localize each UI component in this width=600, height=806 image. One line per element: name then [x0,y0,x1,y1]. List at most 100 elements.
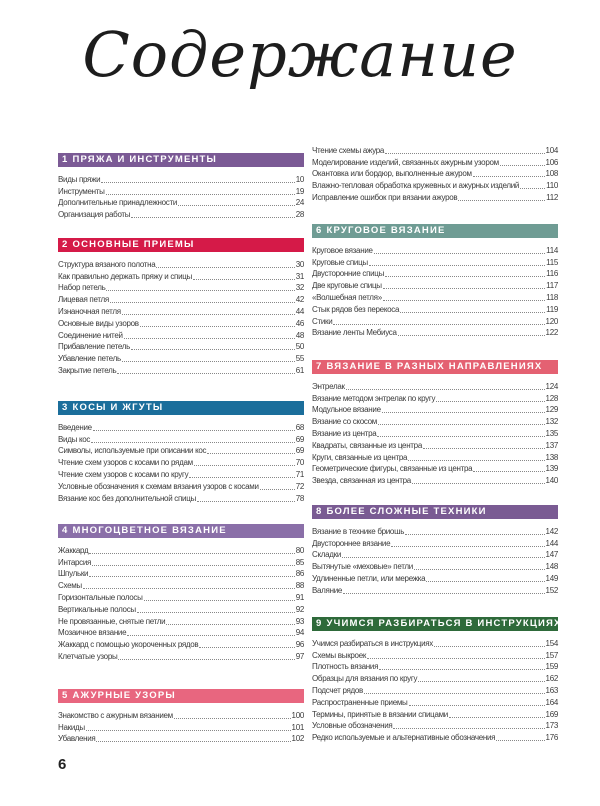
toc-entry[interactable]: Вязание методом энтрелак по кругу 128 [312,392,558,404]
section-header[interactable]: 6 КРУГОВОЕ ВЯЗАНИЕ [312,224,558,238]
toc-entry[interactable]: Исправление ошибок при вязании ажуров 112 [312,191,558,203]
toc-entry[interactable]: Двусторонние спицы 116 [312,268,558,280]
toc-entry[interactable]: Символы, используемые при описании кос 69 [58,445,304,457]
toc-entry[interactable]: Складки 147 [312,549,558,561]
toc-entry[interactable]: Вязание кос без дополнительной спицы 78 [58,492,304,504]
entry-page: 108 [545,169,559,179]
toc-entry[interactable]: Подсчет рядов 163 [312,684,558,696]
toc-section-4: 4 МНОГОЦВЕТНОЕ ВЯЗАНИЕ Жаккард 80 Интарсия 85… [58,524,304,662]
toc-entry[interactable]: Прибавление петель 50 [58,341,304,353]
toc-entry[interactable]: Как правильно держать пряжу и спицы 31 [58,270,304,282]
toc-entry[interactable]: Влажно-тепловая обработка кружевных и аж… [312,179,558,191]
dot-leader [91,441,295,443]
toc-entry[interactable]: Мозаичное вязание 94 [58,627,304,639]
toc-entry[interactable]: Интарсия 85 [58,556,304,568]
section-header[interactable]: 8 БОЛЕЕ СЛОЖНЫЕ ТЕХНИКИ [312,505,558,519]
entry-title: Вязание из центра [312,428,377,438]
toc-entry[interactable]: Изнаночная петля 44 [58,305,304,317]
entry-page: 138 [545,452,559,462]
toc-entry[interactable]: Стики 120 [312,315,558,327]
toc-entry[interactable]: Жаккард с помощью укороченных рядов 96 [58,638,304,650]
toc-entry[interactable]: Клетчатые узоры 97 [58,650,304,662]
toc-section-3: 3 КОСЫ И ЖГУТЫ Введение 68 Виды кос 69 Символы… [58,401,304,504]
toc-entry[interactable]: Удлиненные петли, или мережка 149 [312,572,558,584]
toc-entry[interactable]: Энтрелак 124 [312,380,558,392]
toc-entry[interactable]: Чтение схемы ажура 104 [312,144,558,156]
toc-entry[interactable]: Убавления 102 [58,733,304,745]
section-header[interactable]: 1 ПРЯЖА И ИНСТРУМЕНТЫ [58,153,304,167]
toc-section-8: 8 БОЛЕЕ СЛОЖНЫЕ ТЕХНИКИ Вязание в технике … [312,505,558,596]
toc-entry[interactable]: Квадраты, связанные из центра 137 [312,439,558,451]
toc-entry[interactable]: Жаккард 80 [58,544,304,556]
toc-section-6: 6 КРУГОВОЕ ВЯЗАНИЕ Круговое вязание 114 Круг… [312,224,558,338]
toc-entry[interactable]: Шпульки 86 [58,568,304,580]
dot-leader [448,716,545,718]
toc-entry[interactable]: Виды пряжи 10 [58,173,304,185]
toc-entry[interactable]: Звезда, связанная из центра 140 [312,474,558,486]
toc-entry[interactable]: Условные обозначения 173 [312,720,558,732]
toc-entry[interactable]: Круги, связанные из центра 138 [312,451,558,463]
section-header[interactable]: 4 МНОГОЦВЕТНОЕ ВЯЗАНИЕ [58,524,304,538]
section-header[interactable]: 2 ОСНОВНЫЕ ПРИЕМЫ [58,238,304,252]
toc-entry[interactable]: Вязание из центра 135 [312,427,558,439]
section-header[interactable]: 7 ВЯЗАНИЕ В РАЗНЫХ НАПРАВЛЕНИЯХ [312,360,558,374]
toc-entry[interactable]: Структура вязаного полотна 30 [58,258,304,270]
toc-entry[interactable]: Условные обозначения к схемам вязания уз… [58,480,304,492]
toc-entry[interactable]: Накиды 101 [58,721,304,733]
toc-entry[interactable]: Круговые спицы 115 [312,256,558,268]
dot-leader [89,576,295,578]
toc-entry[interactable]: Двустороннее вязание 144 [312,537,558,549]
section-header[interactable]: 9 УЧИМСЯ РАЗБИРАТЬСЯ В ИНСТРУКЦИЯХ [312,617,560,631]
toc-entry[interactable]: Знакомство с ажурным вязанием 100 [58,709,304,721]
toc-entry[interactable]: Вязание ленты Мебиуса 122 [312,327,558,339]
dot-leader [422,447,545,449]
toc-entry[interactable]: Вязание со скосом 132 [312,415,558,427]
toc-entry[interactable]: Чтение схем узоров с косами по кругу 71 [58,468,304,480]
toc-entry[interactable]: Вертикальные полосы 92 [58,603,304,615]
entry-title: Круговые спицы [312,257,368,267]
toc-entry[interactable]: Редко используемые и альтернативные обоз… [312,731,558,743]
section-header[interactable]: 5 АЖУРНЫЕ УЗОРЫ [58,689,304,703]
toc-entry[interactable]: Плотность вязания 159 [312,661,558,673]
toc-entry[interactable]: Набор петель 32 [58,282,304,294]
toc-entry[interactable]: Модульное вязание 129 [312,404,558,416]
toc-entry[interactable]: Дополнительные принадлежности 24 [58,197,304,209]
toc-entry[interactable]: Схемы выкроек 157 [312,649,558,661]
entry-page: 55 [295,354,305,364]
toc-entry[interactable]: «Волшебная петля» 118 [312,291,558,303]
toc-entry[interactable]: Соединение нитей 48 [58,329,304,341]
toc-entry[interactable]: Образцы для вязания по кругу 162 [312,672,558,684]
toc-entry[interactable]: Схемы 88 [58,579,304,591]
section-header[interactable]: 3 КОСЫ И ЖГУТЫ [58,401,304,415]
toc-entry[interactable]: Круговое вязание 114 [312,244,558,256]
toc-entry[interactable]: Основные виды узоров 46 [58,317,304,329]
toc-entry[interactable]: Учимся разбираться в инструкциях 154 [312,637,558,649]
toc-entry[interactable]: Термины, принятые в вязании спицами 169 [312,708,558,720]
toc-section-1: 1 ПРЯЖА И ИНСТРУМЕНТЫ Виды пряжи 10 Инструме… [58,153,304,220]
toc-entry[interactable]: Стык рядов без перекоса 119 [312,303,558,315]
toc-entry[interactable]: Убавление петель 55 [58,352,304,364]
toc-entry[interactable]: Закрытие петель 61 [58,364,304,376]
toc-entry[interactable]: Горизонтальные полосы 91 [58,591,304,603]
entry-page: 116 [546,269,558,279]
toc-entry[interactable]: Чтение схем узоров с косами по рядам 70 [58,456,304,468]
entry-page: 152 [545,585,559,595]
toc-entry[interactable]: Организация работы 28 [58,208,304,220]
toc-entry[interactable]: Лицевая петля 42 [58,293,304,305]
toc-entry[interactable]: Введение 68 [58,421,304,433]
toc-entry[interactable]: Вязание в технике бриошь 142 [312,525,558,537]
entry-page: 112 [546,192,558,202]
toc-entry[interactable]: Геометрические фигуры, связанные из цент… [312,463,558,475]
toc-entry[interactable]: Окантовка или бордюр, выполненные ажуром… [312,168,558,180]
toc-entry[interactable]: Инструменты 19 [58,185,304,197]
toc-entry[interactable]: Распространенные приемы 164 [312,696,558,708]
toc-entry[interactable]: Моделирование изделий, связанных ажурным… [312,156,558,168]
toc-entry[interactable]: Вытянутые «меховые» петли 148 [312,560,558,572]
entry-page: 30 [295,259,305,269]
toc-entry[interactable]: Виды кос 69 [58,433,304,445]
toc-entry[interactable]: Валяние 152 [312,584,558,596]
dot-leader [92,429,295,431]
toc-entry[interactable]: Две круговые спицы 117 [312,279,558,291]
toc-entry[interactable]: Не провязанные, снятые петли 93 [58,615,304,627]
entry-title: Плотность вязания [312,662,379,672]
